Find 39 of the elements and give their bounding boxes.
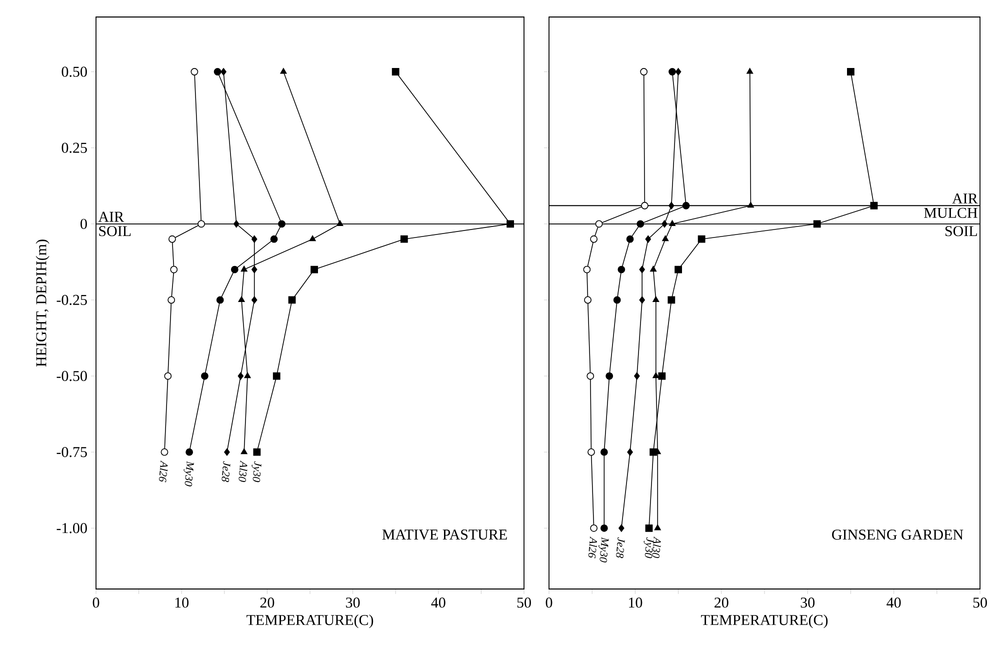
x-tick-label: 30 xyxy=(800,598,815,608)
y-axis-title: HEIGHT, DEPIH(m) xyxy=(36,240,50,367)
x-tick-label: 40 xyxy=(886,598,901,608)
x-axis-title: TEMPERATURE(C) xyxy=(701,614,828,628)
text: MATIVE PASTURE xyxy=(382,530,507,540)
text: Je28 xyxy=(616,537,625,558)
annotation: MULCH xyxy=(924,208,978,218)
ref-line-label: AIR xyxy=(952,194,978,204)
y-tick-label: -1.00 xyxy=(56,523,87,534)
ref-line-label: SOIL xyxy=(945,226,977,236)
x-tick-label: 50 xyxy=(973,598,987,608)
x-tick-label: 10 xyxy=(629,598,642,608)
text: GINSENG GARDEN xyxy=(832,530,964,540)
x-tick-label: 0 xyxy=(546,598,552,608)
y-tick-label: -0.75 xyxy=(56,446,87,458)
x-tick-label: 20 xyxy=(260,598,274,608)
x-tick-label: 30 xyxy=(346,598,360,608)
x-tick-label: 0 xyxy=(92,598,100,608)
annotation: SOIL xyxy=(99,226,131,236)
y-tick-label: 0 xyxy=(80,218,87,229)
y-tick-label: 0.25 xyxy=(62,142,87,153)
x-tick-label: 40 xyxy=(431,598,446,608)
text: Jy30 xyxy=(644,537,654,558)
x-tick-label: 50 xyxy=(517,598,531,608)
text: Al30 xyxy=(238,460,248,482)
text: My30 xyxy=(598,537,609,562)
x-axis-title: TEMPERATURE(C) xyxy=(246,614,374,628)
y-tick-label: -0.50 xyxy=(56,370,87,382)
text: Jy30 xyxy=(252,461,262,482)
ref-line-label: AIR xyxy=(98,212,124,222)
x-tick-label: 20 xyxy=(714,598,728,608)
text: My30 xyxy=(184,460,194,486)
y-tick-label: -0.25 xyxy=(56,294,87,306)
text: Al26 xyxy=(159,460,168,482)
text: Al26 xyxy=(588,536,597,558)
text: Al30 xyxy=(652,536,661,558)
y-tick-label: 0.50 xyxy=(62,66,87,77)
x-tick-label: 10 xyxy=(175,598,189,608)
text: Je28 xyxy=(222,461,230,482)
